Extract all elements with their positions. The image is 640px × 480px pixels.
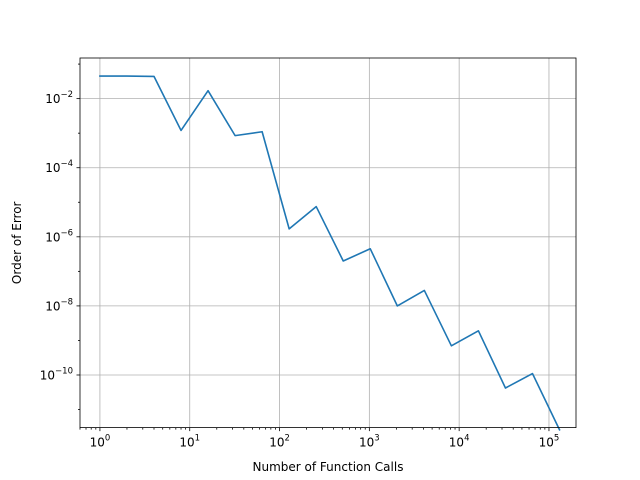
y-tick-label: 10−8	[45, 297, 73, 313]
x-tick-exponent: 3	[374, 434, 379, 444]
y-tick-label: 10−6	[45, 228, 73, 244]
y-tick-exponent: −6	[60, 228, 73, 238]
y-tick-label: 10−2	[45, 90, 73, 106]
x-tick-label: 101	[179, 434, 200, 450]
x-tick-label: 104	[449, 434, 470, 450]
x-tick-exponent: 1	[195, 434, 200, 444]
y-tick-mantissa: 10	[45, 92, 60, 106]
grid-layer	[80, 58, 576, 428]
y-tick-mantissa: 10	[40, 368, 55, 382]
y-tick-label: 10−10	[40, 366, 73, 382]
y-tick-mantissa: 10	[45, 299, 60, 313]
x-tick-label: 105	[539, 434, 560, 450]
x-tick-exponent: 5	[554, 434, 559, 444]
series-layer	[99, 75, 561, 431]
x-tick-mantissa: 10	[359, 436, 374, 450]
y-axis-label: Order of Error	[10, 201, 24, 284]
x-tick-label: 100	[90, 434, 111, 450]
x-tick-exponent: 2	[284, 434, 289, 444]
x-tick-label: 102	[269, 434, 290, 450]
x-tick-mantissa: 10	[539, 436, 554, 450]
x-tick-mantissa: 10	[449, 436, 464, 450]
x-tick-mantissa: 10	[269, 436, 284, 450]
x-tick-label: 103	[359, 434, 380, 450]
x-tick-mantissa: 10	[90, 436, 105, 450]
y-tick-exponent: −8	[60, 297, 73, 307]
plot-frame	[79, 57, 577, 429]
y-tick-label: 10−4	[45, 159, 73, 175]
x-tick-exponent: 0	[105, 434, 110, 444]
y-tick-exponent: −4	[60, 159, 73, 169]
x-tick-mantissa: 10	[179, 436, 194, 450]
y-tick-exponent: −10	[55, 366, 73, 376]
y-tick-exponent: −2	[60, 90, 73, 100]
x-tick-exponent: 4	[464, 434, 469, 444]
x-axis-label: Number of Function Calls	[253, 460, 404, 474]
series-line-error	[99, 75, 561, 431]
y-tick-mantissa: 10	[45, 161, 60, 175]
y-tick-mantissa: 10	[45, 230, 60, 244]
